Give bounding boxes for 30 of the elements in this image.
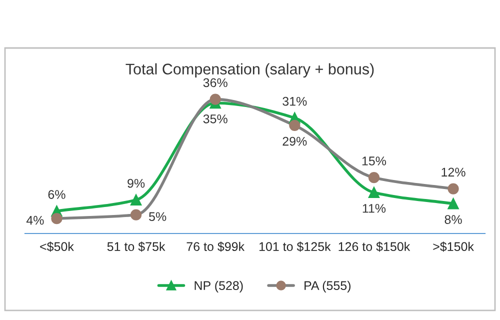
chart-title: Total Compensation (salary + bonus) (126, 63, 374, 78)
point (210, 94, 221, 105)
x-tick-label: <$50k (40, 242, 74, 252)
data-label: 4% (26, 216, 44, 225)
x-tick-label: 76 to $99k (186, 242, 245, 252)
x-tick-label: 126 to $150k (338, 242, 410, 252)
x-tick-label: >$150k (433, 242, 474, 252)
point (448, 198, 459, 210)
data-label: 11% (362, 204, 386, 213)
x-tick-label: 101 to $125k (259, 242, 331, 252)
data-label: 29% (282, 136, 307, 146)
data-label: 12% (442, 168, 466, 177)
data-label: 8% (444, 215, 462, 224)
point (130, 194, 142, 206)
data-label: 15% (362, 156, 386, 166)
data-label: 5% (149, 212, 166, 221)
data-label: 36% (203, 78, 228, 88)
point (130, 209, 142, 220)
point (51, 213, 62, 224)
point (289, 120, 300, 131)
data-label: 6% (48, 190, 66, 199)
data-label: 31% (282, 96, 307, 106)
data-label: 35% (203, 114, 228, 124)
data-label: 9% (128, 178, 145, 188)
x-tick-label: 51 to $75k (107, 242, 166, 252)
legend-label: PA (555) (304, 280, 350, 292)
point (368, 186, 380, 198)
point (368, 172, 380, 184)
legend-label: NP (528) (194, 280, 243, 292)
point (448, 183, 459, 194)
